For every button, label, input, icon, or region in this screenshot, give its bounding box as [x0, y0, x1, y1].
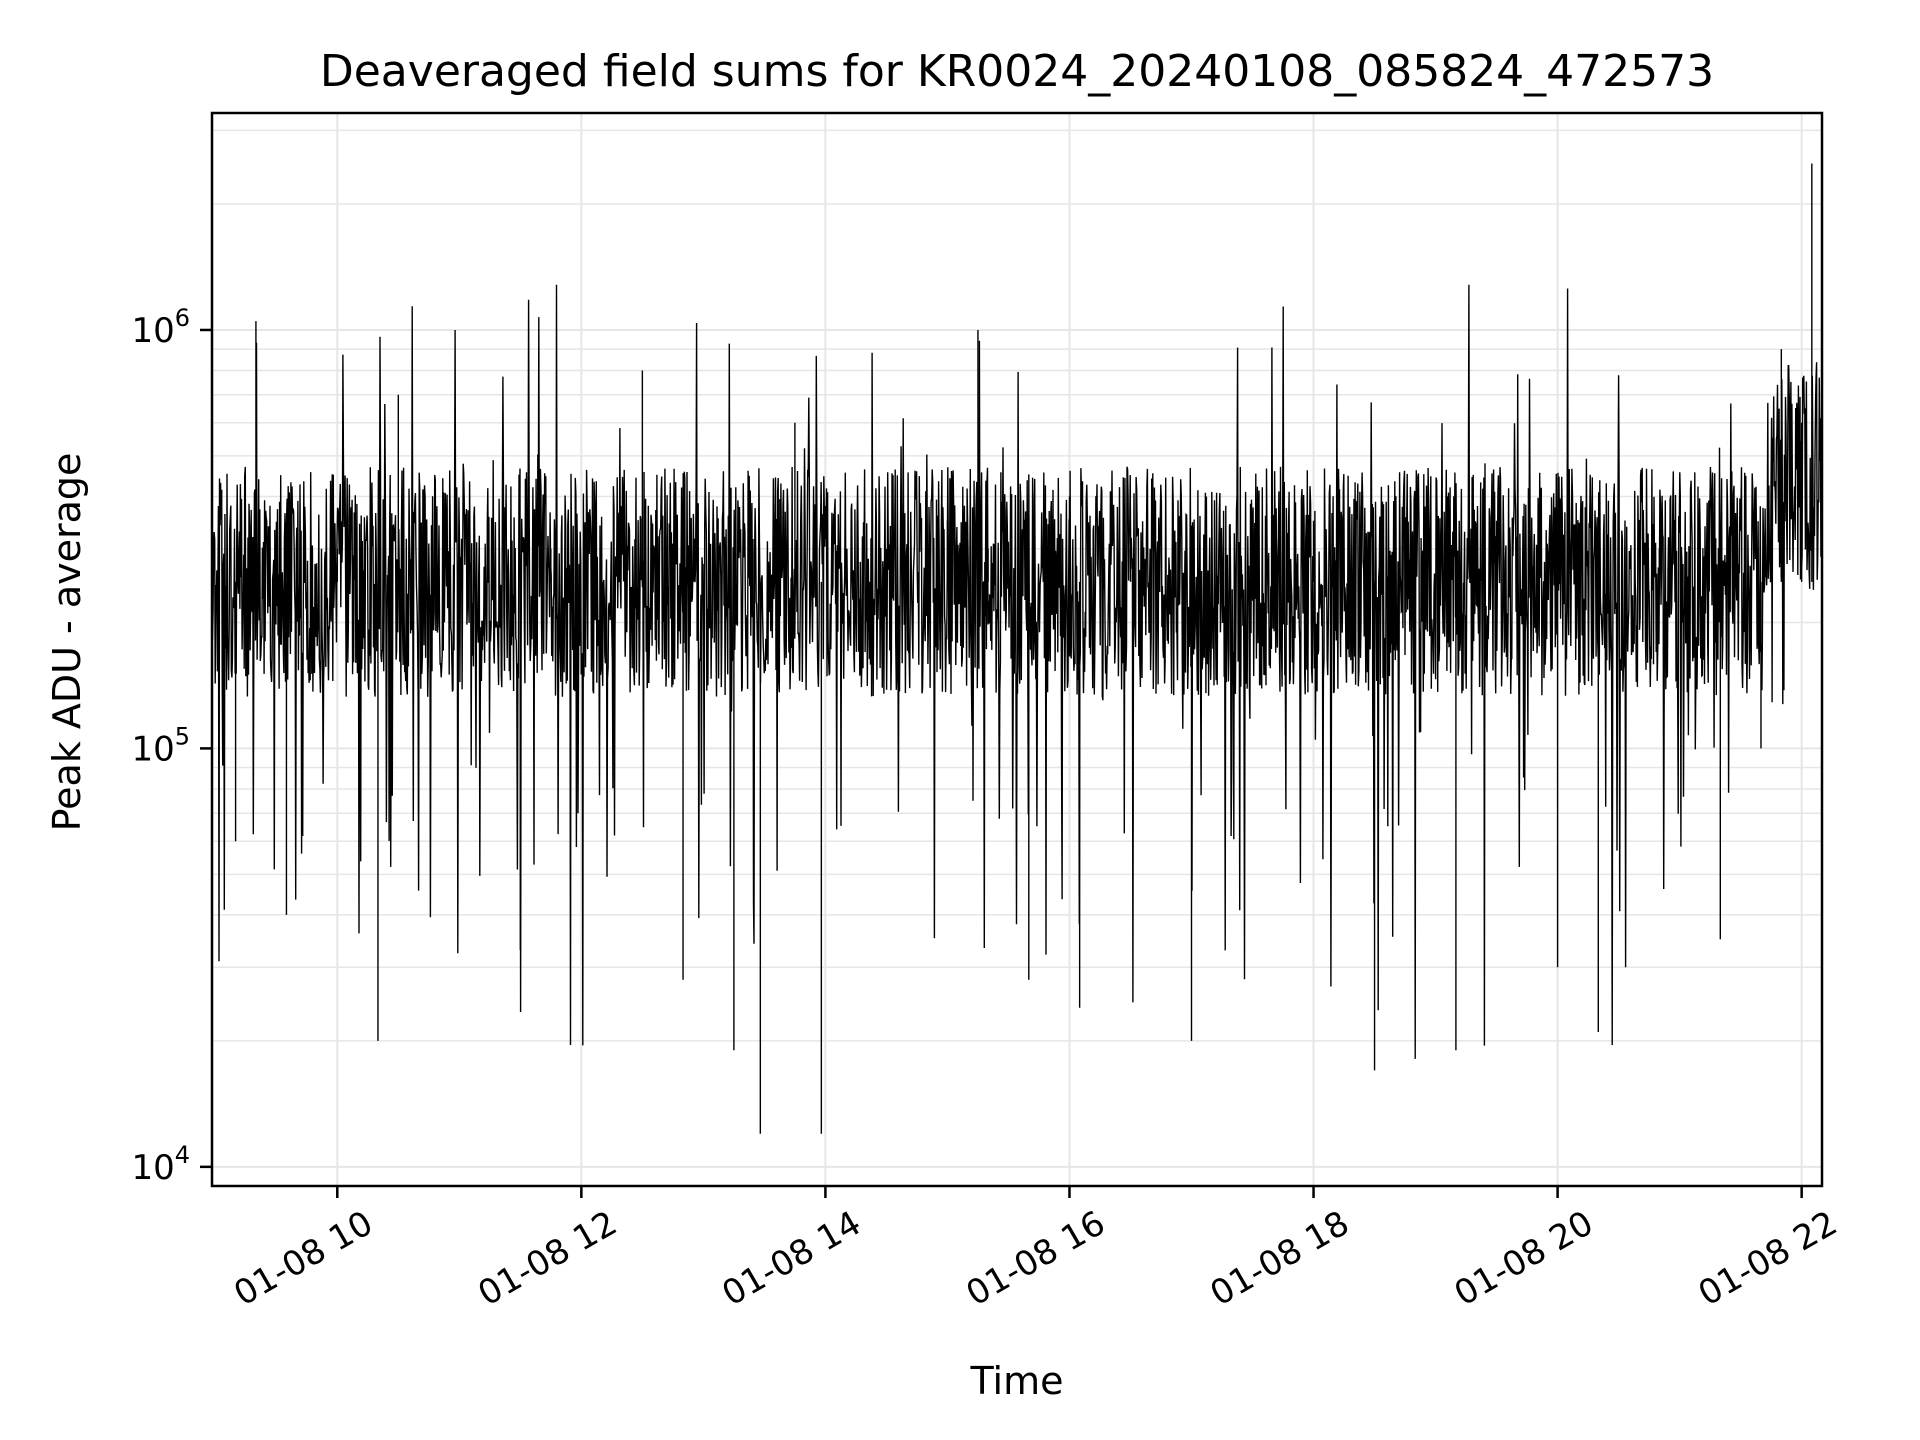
y-tick-label: 105 [131, 722, 190, 769]
x-tick-label: 01-08 14 [716, 1203, 868, 1314]
x-tick-label: 01-08 22 [1692, 1203, 1844, 1314]
series-layer [211, 163, 1823, 1134]
y-axis-label: Peak ADU - average [45, 453, 89, 832]
y-tick-label: 104 [131, 1141, 190, 1188]
series-line [211, 284, 1823, 1059]
x-tick-label: 01-08 20 [1448, 1203, 1600, 1314]
x-tick-label: 01-08 10 [227, 1203, 379, 1314]
x-tick-label: 01-08 16 [960, 1203, 1112, 1314]
x-tick-label: 01-08 18 [1204, 1203, 1356, 1314]
x-tick-label: 01-08 12 [471, 1203, 623, 1314]
y-tick-label: 106 [131, 304, 190, 351]
chart-title: Deaveraged field sums for KR0024_2024010… [320, 46, 1714, 97]
y-axis-ticks: 104 105 106 [131, 304, 212, 1188]
x-axis-ticks: 01-08 10 01-08 12 01-08 14 01-08 16 01-08 18… [227, 1186, 1844, 1314]
plot-frame [210, 111, 1824, 1188]
x-axis-label: Time [970, 1359, 1064, 1403]
